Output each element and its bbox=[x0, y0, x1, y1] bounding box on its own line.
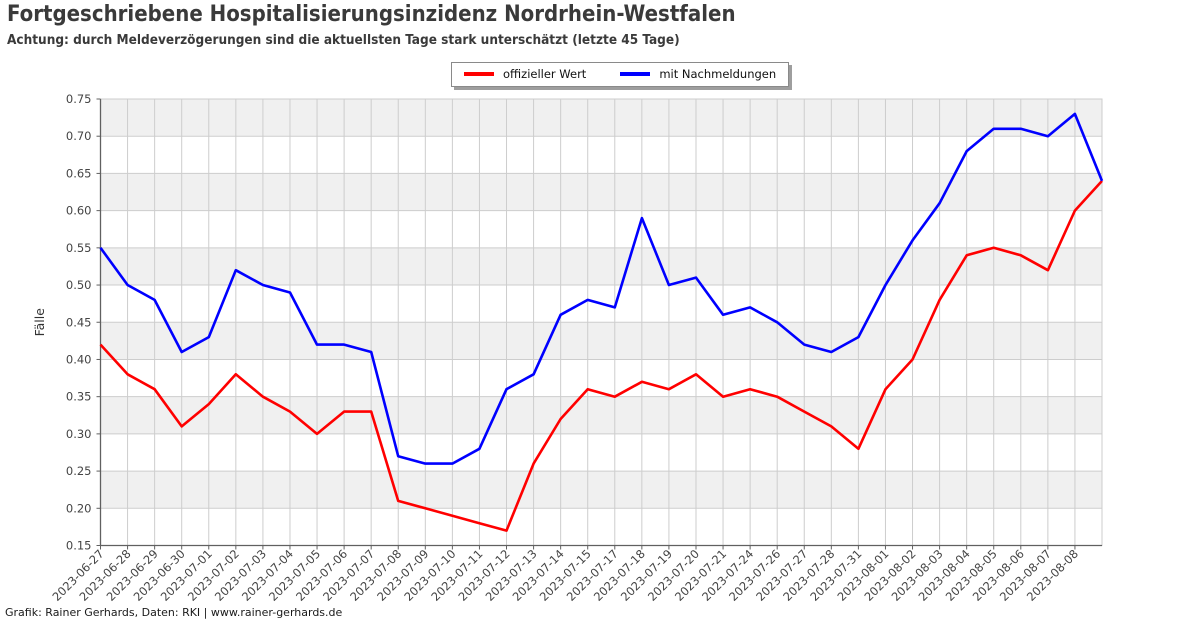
svg-text:0.65: 0.65 bbox=[66, 166, 92, 180]
svg-text:0.25: 0.25 bbox=[66, 464, 92, 478]
legend-label-official-value: offizieller Wert bbox=[503, 67, 587, 81]
series-line-mit-nachmeldungen bbox=[99, 112, 1104, 465]
legend-entry-official-value: offizieller Wert bbox=[464, 67, 586, 81]
legend-label-with-late-reports: mit Nachmeldungen bbox=[659, 67, 777, 81]
svg-text:0.35: 0.35 bbox=[66, 390, 92, 404]
svg-text:0.60: 0.60 bbox=[66, 204, 92, 218]
tick-marks bbox=[96, 98, 1076, 550]
official-value-line-swatch bbox=[464, 72, 494, 76]
svg-text:0.55: 0.55 bbox=[66, 241, 92, 255]
footer-credit: Grafik: Rainer Gerhards, Daten: RKI | ww… bbox=[5, 606, 343, 619]
svg-text:0.15: 0.15 bbox=[66, 539, 92, 553]
chart-subtitle: Achtung: durch Meldeverzögerungen sind d… bbox=[7, 32, 680, 48]
plot-background-bands bbox=[100, 99, 1102, 509]
svg-text:0.20: 0.20 bbox=[66, 501, 92, 515]
svg-text:0.45: 0.45 bbox=[66, 315, 92, 329]
svg-text:0.50: 0.50 bbox=[66, 278, 92, 292]
y-axis-title: Fälle bbox=[32, 308, 47, 337]
series-line-offizieller-wert bbox=[99, 180, 1103, 532]
y-axis-tick-labels: 0.75 0.70 0.65 0.60 0.55 0.50 0.45 0.40 0.35 0.30… bbox=[66, 92, 92, 553]
x-axis-tick-labels: 2023-06-272023-06-282023-06-292023-06-30… bbox=[49, 547, 1081, 604]
legend-entry-with-late-reports: mit Nachmeldungen bbox=[620, 67, 776, 81]
with-late-reports-line-swatch bbox=[620, 72, 651, 76]
svg-text:0.40: 0.40 bbox=[66, 352, 92, 366]
svg-text:0.30: 0.30 bbox=[66, 427, 92, 441]
chart-title: Fortgeschriebene Hospitalisierungsinzide… bbox=[7, 2, 736, 27]
svg-text:0.70: 0.70 bbox=[66, 129, 92, 143]
svg-text:0.75: 0.75 bbox=[66, 92, 92, 106]
legend: offizieller Wert mit Nachmeldungen bbox=[451, 62, 790, 87]
